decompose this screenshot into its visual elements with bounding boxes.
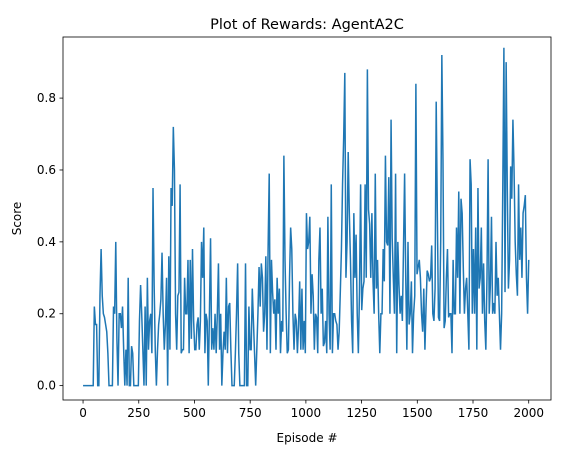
x-tick-label: 250 xyxy=(127,406,150,420)
x-tick-label: 1250 xyxy=(346,406,377,420)
x-tick-label: 750 xyxy=(239,406,262,420)
y-tick-label: 0.0 xyxy=(37,379,56,393)
x-tick-label: 1500 xyxy=(402,406,433,420)
series-line-0 xyxy=(83,47,530,387)
series-layer xyxy=(83,47,530,387)
y-axis-label: Score xyxy=(10,202,24,236)
x-tick-label: 500 xyxy=(183,406,206,420)
y-tick-label: 0.2 xyxy=(37,307,56,321)
y-tick-label: 0.6 xyxy=(37,163,56,177)
y-tick-label: 0.8 xyxy=(37,91,56,105)
x-tick-label: 2000 xyxy=(513,406,544,420)
y-tick-label: 0.4 xyxy=(37,235,56,249)
x-tick-label: 1750 xyxy=(458,406,489,420)
x-tick-label: 1000 xyxy=(291,406,322,420)
x-axis-label: Episode # xyxy=(277,431,338,445)
x-axis: 0 250 500 750 1000 1250 1500 1750 2000 xyxy=(79,400,544,420)
plot-frame xyxy=(62,36,552,401)
chart-title: Plot of Rewards: AgentA2C xyxy=(210,17,404,33)
x-tick-label: 0 xyxy=(79,406,87,420)
y-axis: 0.0 0.2 0.4 0.6 0.8 xyxy=(37,91,63,393)
